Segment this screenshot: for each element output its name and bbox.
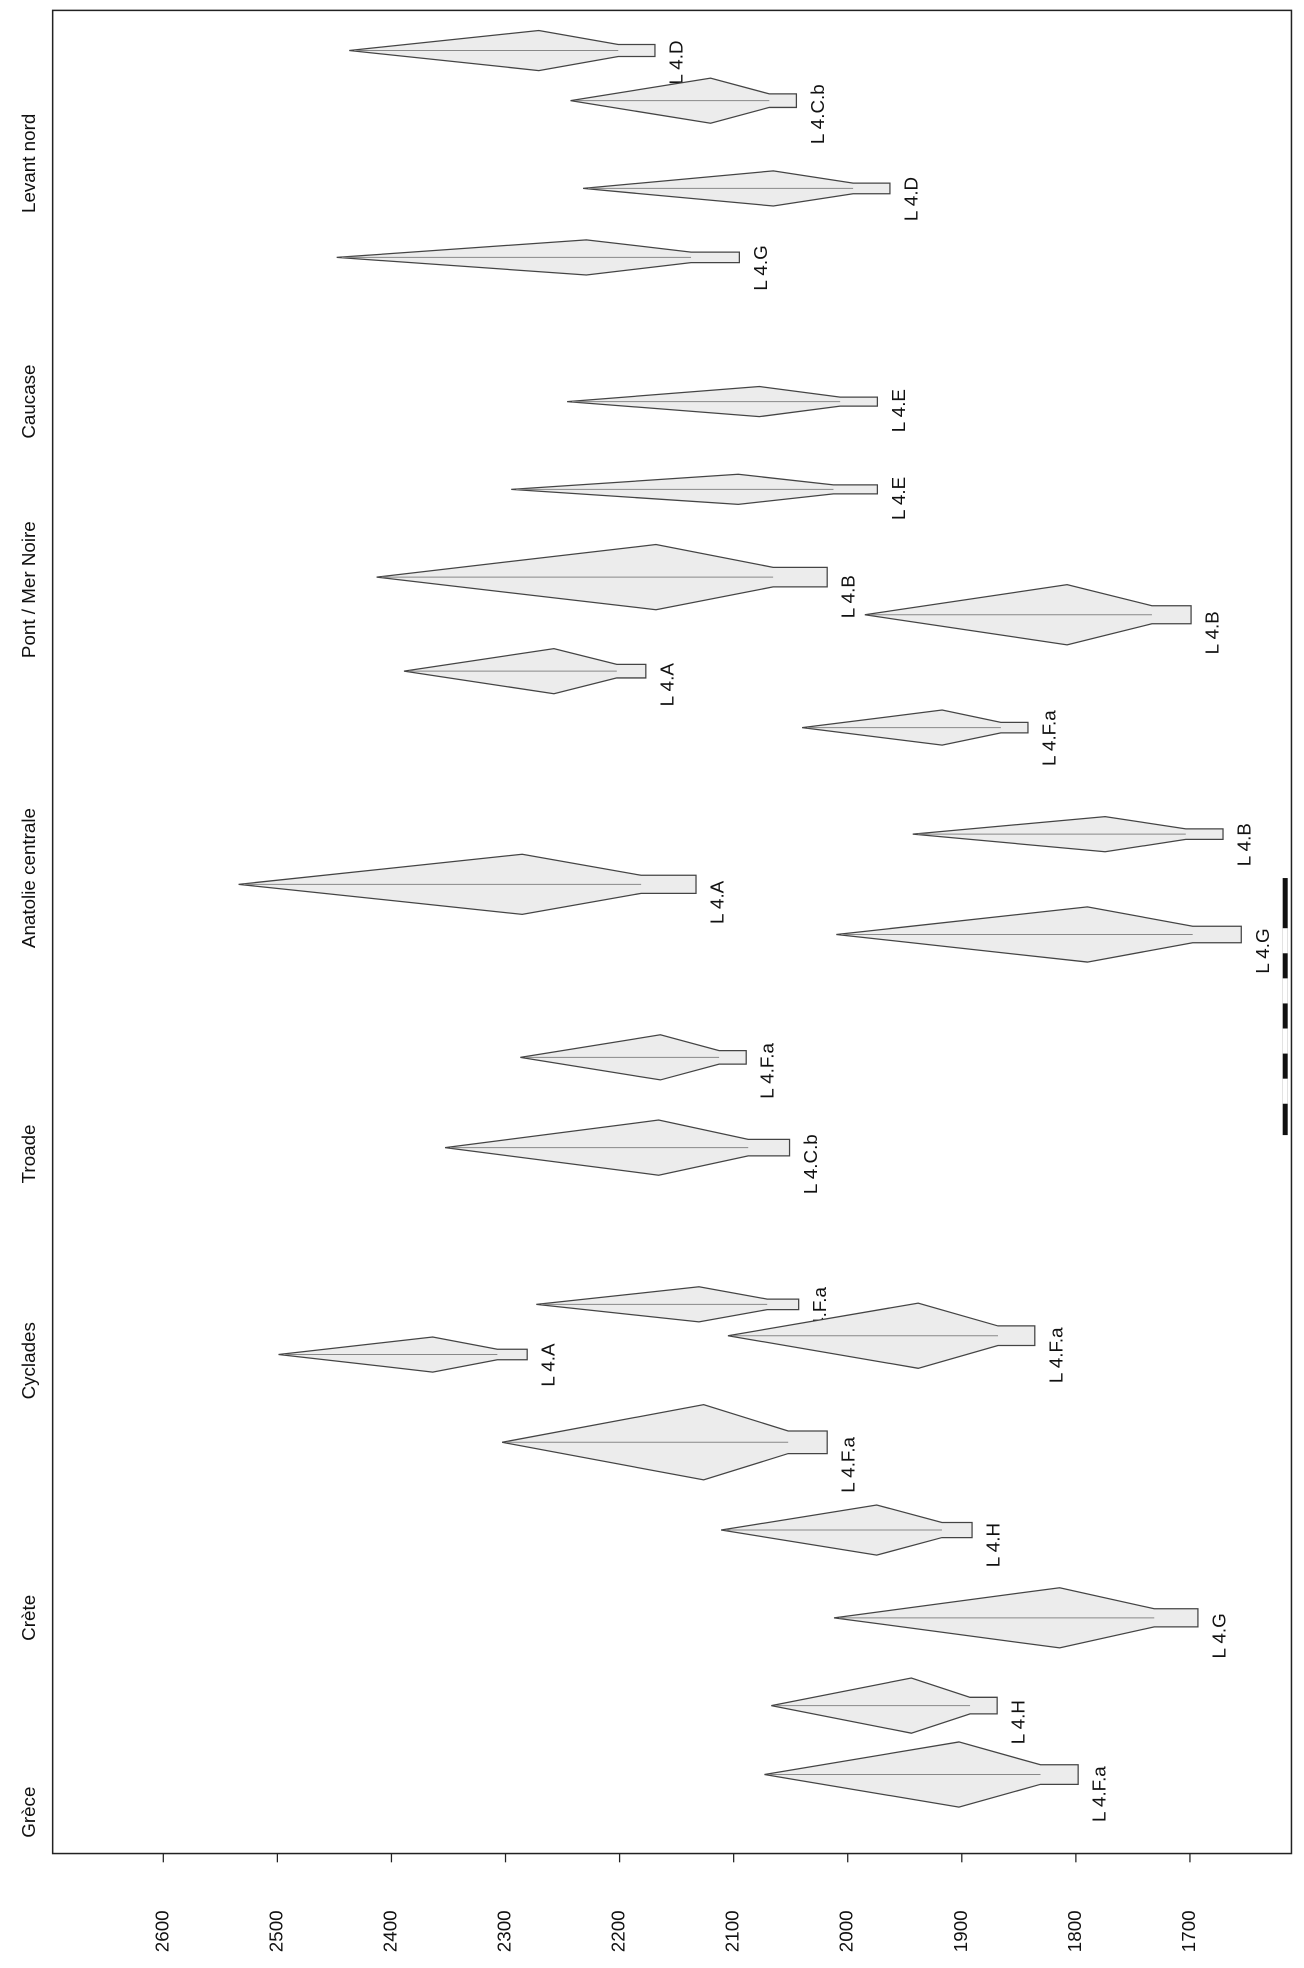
region-label: Crète bbox=[18, 1595, 39, 1641]
type-label: L 4.A bbox=[707, 880, 728, 924]
x-tick-label: 1900 bbox=[950, 1910, 971, 1952]
type-label: L 4.G bbox=[750, 245, 771, 290]
x-tick-label: 2200 bbox=[608, 1910, 629, 1952]
x-tick-label: 1700 bbox=[1178, 1910, 1199, 1952]
type-label: L 4.E bbox=[888, 389, 909, 432]
x-tick-label: 2400 bbox=[379, 1910, 400, 1952]
region-label: Pont / Mer Noire bbox=[18, 521, 39, 658]
x-tick-label: 1800 bbox=[1064, 1910, 1085, 1952]
type-label: L 4.F.a bbox=[757, 1042, 778, 1098]
type-label: L 4.G bbox=[1208, 1613, 1229, 1658]
region-label: Caucase bbox=[18, 364, 39, 438]
type-label: L 4.B bbox=[1202, 611, 1223, 654]
type-label: L 4.D bbox=[900, 177, 921, 221]
x-tick-label: 2500 bbox=[265, 1910, 286, 1952]
x-tick-label: 2300 bbox=[493, 1910, 514, 1952]
type-label: L 4.F.a bbox=[1089, 1766, 1110, 1822]
type-label: L 4.A bbox=[538, 1343, 559, 1387]
region-label: Anatolie centrale bbox=[18, 808, 39, 948]
type-label: L 4.E bbox=[888, 477, 909, 520]
x-tick-label: 2000 bbox=[836, 1910, 857, 1952]
type-label: L 4.F.a bbox=[1038, 710, 1059, 766]
type-label: L 4.H bbox=[1008, 1700, 1029, 1744]
type-label: L 4.F.a bbox=[838, 1436, 859, 1492]
type-label: L 4.G bbox=[1252, 928, 1273, 973]
x-tick-label: 2100 bbox=[722, 1910, 743, 1952]
region-label: Cyclades bbox=[18, 1322, 39, 1399]
type-label: L 4.D bbox=[665, 40, 686, 84]
type-label: L 4.C.b bbox=[800, 1134, 821, 1194]
region-label: Troade bbox=[18, 1124, 39, 1183]
type-label: L 4.F.a bbox=[1045, 1327, 1066, 1383]
scale-bar bbox=[1282, 878, 1288, 1136]
type-label: L 4.B bbox=[838, 575, 859, 618]
type-label: L 4.A bbox=[656, 663, 677, 707]
region-label: Levant nord bbox=[18, 114, 39, 213]
type-label: L 4.B bbox=[1234, 823, 1255, 866]
frame bbox=[51, 9, 1293, 1855]
region-label: Grèce bbox=[18, 1787, 39, 1838]
type-label: L 4.C.b bbox=[807, 84, 828, 144]
type-label: L 4.H bbox=[983, 1523, 1004, 1567]
x-tick-label: 2600 bbox=[151, 1910, 172, 1952]
